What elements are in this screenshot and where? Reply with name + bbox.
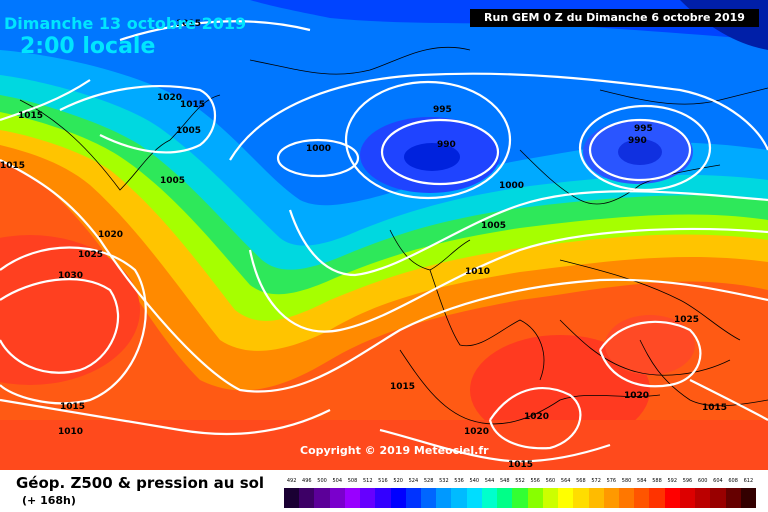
scale-tick-label: 508 bbox=[345, 478, 360, 484]
scale-swatch bbox=[619, 488, 635, 508]
forecast-time: 2:00 locale bbox=[20, 34, 155, 59]
scale-swatch bbox=[406, 488, 422, 508]
isobar-label: 1020 bbox=[98, 230, 123, 240]
scale-swatch bbox=[451, 488, 467, 508]
isobar-label: 1020 bbox=[624, 391, 649, 401]
scale-tick-label: 492 bbox=[284, 478, 299, 484]
scale-tick-label: 520 bbox=[391, 478, 406, 484]
scale-swatch bbox=[528, 488, 544, 508]
color-scale: 492 496 500 504 508 512 516 520 524 528 532 536 540 5… bbox=[284, 478, 756, 510]
scale-tick-label: 552 bbox=[512, 478, 527, 484]
scale-swatch bbox=[467, 488, 483, 508]
scale-tick-label: 536 bbox=[451, 478, 466, 484]
scale-swatch bbox=[589, 488, 605, 508]
scale-tick-label: 564 bbox=[558, 478, 573, 484]
isobar-label: 1015 bbox=[60, 402, 85, 412]
scale-tick-label: 584 bbox=[634, 478, 649, 484]
legend-title: Géop. Z500 & pression au sol bbox=[16, 474, 264, 492]
scale-tick-label: 572 bbox=[589, 478, 604, 484]
scale-tick-label: 548 bbox=[497, 478, 512, 484]
isobar-label: 1015 bbox=[390, 382, 415, 392]
scale-swatch bbox=[543, 488, 559, 508]
scale-swatch bbox=[421, 488, 437, 508]
legend-bar: Géop. Z500 & pression au sol (+ 168h) 49… bbox=[0, 470, 768, 512]
scale-swatch bbox=[665, 488, 681, 508]
scale-tick-label: 580 bbox=[619, 478, 634, 484]
isobar-label: 1000 bbox=[499, 181, 524, 191]
isobar-label: 1015 bbox=[0, 161, 25, 171]
isobar-label: 1025 bbox=[674, 315, 699, 325]
isobar-label: 1025 bbox=[78, 250, 103, 260]
scale-swatch bbox=[345, 488, 361, 508]
scale-swatch bbox=[741, 488, 757, 508]
isobar-label: 1010 bbox=[58, 427, 83, 437]
isobar-label: 1010 bbox=[465, 267, 490, 277]
scale-tick-label: 516 bbox=[375, 478, 390, 484]
map-canvas: 1015 1020 1015 1015 1005 1005 1015 1020 … bbox=[0, 0, 768, 470]
forecast-date: Dimanche 13 octobre 2019 bbox=[4, 14, 246, 33]
scale-tick-label: 604 bbox=[710, 478, 725, 484]
scale-swatch bbox=[330, 488, 346, 508]
isobar-label: 1015 bbox=[18, 111, 43, 121]
scale-tick-label: 540 bbox=[467, 478, 482, 484]
isobar-label: 1020 bbox=[464, 427, 489, 437]
scale-tick-label: 544 bbox=[482, 478, 497, 484]
isobar-label: 990 bbox=[628, 136, 647, 146]
scale-tick-label: 500 bbox=[314, 478, 329, 484]
scale-swatch bbox=[512, 488, 528, 508]
scale-tick-label: 576 bbox=[604, 478, 619, 484]
scale-swatch bbox=[558, 488, 574, 508]
scale-tick-label: 496 bbox=[299, 478, 314, 484]
scale-tick-label: 504 bbox=[330, 478, 345, 484]
scale-tick-label: 528 bbox=[421, 478, 436, 484]
scale-tick-label: 560 bbox=[543, 478, 558, 484]
scale-tick-label: 524 bbox=[406, 478, 421, 484]
scale-swatch bbox=[573, 488, 589, 508]
isobar-label: 995 bbox=[433, 105, 452, 115]
copyright-text: Copyright © 2019 Meteociel.fr bbox=[300, 444, 489, 457]
scale-tick-label: 588 bbox=[649, 478, 664, 484]
isobar-label: 1015 bbox=[508, 460, 533, 470]
scale-swatch bbox=[726, 488, 742, 508]
scale-tick-label: 600 bbox=[695, 478, 710, 484]
isobar-label: 1015 bbox=[180, 100, 205, 110]
scale-tick-label: 556 bbox=[528, 478, 543, 484]
forecast-map: 1015 1020 1015 1015 1005 1005 1015 1020 … bbox=[0, 0, 768, 470]
scale-swatch bbox=[649, 488, 665, 508]
isobar-label: 1020 bbox=[157, 93, 182, 103]
isobar-label: 1000 bbox=[306, 144, 331, 154]
scale-swatch bbox=[604, 488, 620, 508]
scale-tick-label: 608 bbox=[726, 478, 741, 484]
scale-swatch bbox=[710, 488, 726, 508]
scale-swatch bbox=[360, 488, 376, 508]
scale-swatch bbox=[391, 488, 407, 508]
scale-swatch bbox=[299, 488, 315, 508]
scale-tick-label: 596 bbox=[680, 478, 695, 484]
scale-tick-label: 512 bbox=[360, 478, 375, 484]
run-info-box: Run GEM 0 Z du Dimanche 6 octobre 2019 bbox=[470, 9, 759, 27]
scale-swatch bbox=[284, 488, 300, 508]
scale-tick-label: 612 bbox=[741, 478, 756, 484]
isobar-label: 1015 bbox=[702, 403, 727, 413]
scale-swatch bbox=[314, 488, 330, 508]
isobar-label: 1020 bbox=[524, 412, 549, 422]
scale-tick-label: 568 bbox=[573, 478, 588, 484]
isobar-label: 1005 bbox=[176, 126, 201, 136]
scale-swatch bbox=[482, 488, 498, 508]
isobar-label: 1030 bbox=[58, 271, 83, 281]
scale-swatch bbox=[634, 488, 650, 508]
scale-swatch bbox=[436, 488, 452, 508]
scale-swatch bbox=[695, 488, 711, 508]
isobar-label: 995 bbox=[634, 124, 653, 134]
isobar-label: 1005 bbox=[160, 176, 185, 186]
scale-swatch bbox=[497, 488, 513, 508]
scale-tick-label: 592 bbox=[665, 478, 680, 484]
isobar-label: 990 bbox=[437, 140, 456, 150]
legend-subtitle: (+ 168h) bbox=[22, 494, 76, 507]
isobar-label: 1005 bbox=[481, 221, 506, 231]
scale-tick-label: 532 bbox=[436, 478, 451, 484]
scale-swatch bbox=[680, 488, 696, 508]
scale-swatch bbox=[375, 488, 391, 508]
